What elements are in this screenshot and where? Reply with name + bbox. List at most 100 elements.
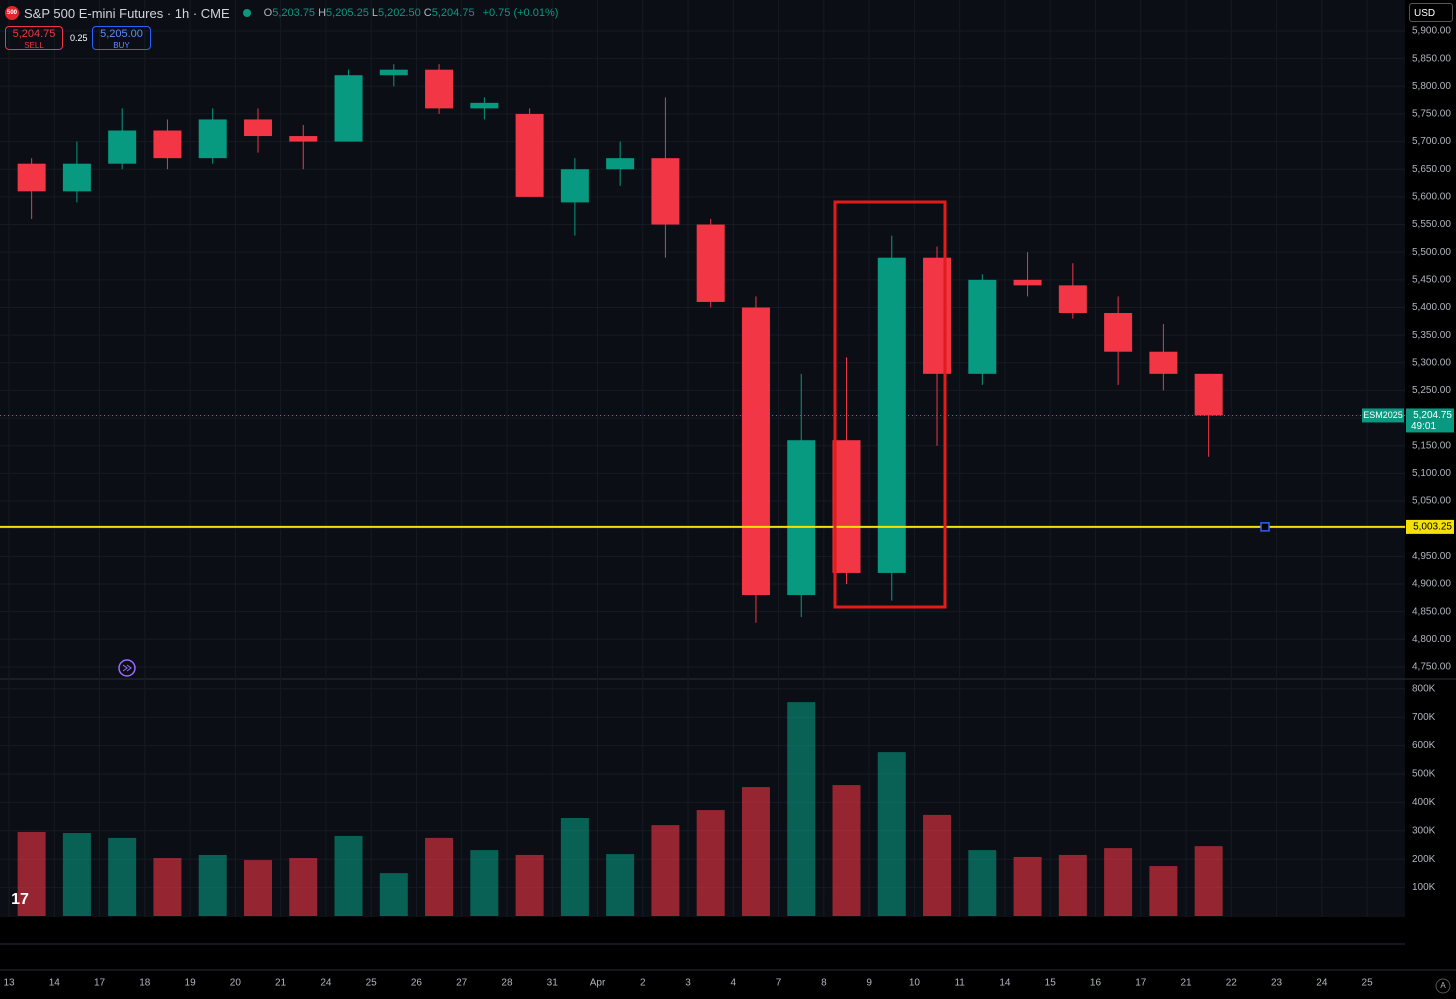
symbol-label: ESM2025: [1363, 410, 1403, 420]
price-scale-background: [1405, 0, 1456, 999]
x-tick-label: 15: [1045, 978, 1057, 989]
market-status: [242, 9, 251, 17]
buy-button[interactable]: 5,205.00 BUY: [92, 26, 151, 50]
x-tick-label: 28: [501, 978, 513, 989]
ohlc-value: 5,202.50: [377, 7, 421, 19]
x-tick-label: 14: [49, 978, 61, 989]
volume-bar: [787, 702, 816, 916]
candle-body: [606, 158, 635, 170]
volume-bar: [198, 854, 227, 916]
sell-button[interactable]: 5,204.75 SELL: [5, 26, 63, 50]
y-tick-label: 4,850.00: [1412, 606, 1451, 617]
volume-bar: [696, 810, 725, 916]
volume-tick-label: 300K: [1412, 825, 1436, 836]
candle-body: [1013, 279, 1042, 286]
auto-scale-button[interactable]: [1435, 978, 1451, 994]
volume-bar: [560, 818, 589, 916]
candle-body: [515, 113, 544, 197]
volume-bar: [243, 860, 272, 916]
x-tick-label: 24: [1316, 978, 1328, 989]
volume-bar: [968, 850, 997, 916]
volume-bar: [515, 854, 544, 916]
x-tick-label: 8: [821, 978, 827, 989]
y-tick-label: 5,250.00: [1412, 385, 1451, 396]
y-tick-label: 5,800.00: [1412, 81, 1451, 92]
candle-body: [1104, 313, 1133, 352]
ohlc-values: O5,203.75 H5,205.25 L5,202.50 C5,204.75: [264, 7, 478, 19]
ohlc-key: L: [371, 7, 378, 19]
symbol-badge: 500: [5, 6, 19, 20]
volume-bar: [108, 837, 137, 916]
volume-tick-label: 200K: [1412, 854, 1436, 865]
auto-scale-label: A: [1440, 981, 1446, 990]
x-tick-label: 21: [1180, 978, 1192, 989]
x-tick-label: 26: [411, 978, 423, 989]
volume-bar: [877, 752, 906, 916]
candle-body: [696, 224, 725, 302]
volume-bar: [832, 785, 861, 916]
sell-price: 5,204.75: [12, 28, 56, 40]
volume-tick-label: 600K: [1412, 740, 1436, 751]
x-tick-label: 13: [3, 978, 15, 989]
buy-price: 5,205.00: [100, 28, 143, 40]
highlight-box: [833, 200, 947, 609]
y-tick-label: 5,050.00: [1412, 496, 1451, 507]
candle-body: [243, 119, 272, 137]
candle-body: [198, 119, 227, 159]
scroll-button[interactable]: [118, 659, 136, 677]
countdown: 49:01: [1411, 421, 1436, 432]
x-tick-label: 4: [731, 978, 737, 989]
volume-bar: [62, 833, 91, 916]
y-tick-label: 5,550.00: [1412, 219, 1451, 230]
symbol-title[interactable]: S&P 500 E-mini Futures · 1h · CME: [24, 5, 230, 21]
x-tick-label: 16: [1090, 978, 1102, 989]
candle-body: [334, 75, 363, 142]
candle-body: [470, 102, 499, 109]
candle-body: [1194, 373, 1223, 416]
x-tick-label: 24: [320, 978, 332, 989]
candle-body: [379, 69, 408, 76]
volume-bar: [289, 858, 318, 916]
y-tick-label: 5,700.00: [1412, 136, 1451, 147]
y-tick-label: 5,850.00: [1412, 53, 1451, 64]
ohlc-value: 5,203.75: [272, 7, 316, 19]
buy-label: BUY: [113, 41, 130, 50]
ohlc-key: O: [263, 7, 273, 19]
candle-body: [289, 136, 318, 142]
x-tick-label: 9: [866, 978, 872, 989]
volume-bar: [651, 825, 680, 916]
candle-body: [560, 169, 589, 203]
y-tick-label: 4,950.00: [1412, 551, 1451, 562]
spread: 0.25: [70, 33, 88, 43]
ohlc-key: C: [423, 7, 432, 19]
scroll-icon: [122, 664, 132, 672]
currency-select[interactable]: USD: [1409, 3, 1453, 22]
x-tick-label: 27: [456, 978, 468, 989]
y-tick-label: 4,750.00: [1412, 662, 1451, 673]
y-tick-label: 5,500.00: [1412, 247, 1451, 258]
last-price-label: 5,204.75: [1413, 410, 1452, 421]
candle-body: [923, 257, 952, 374]
x-tick-label: 17: [1135, 978, 1147, 989]
time-scale-background: [0, 917, 1405, 999]
volume-tick-label: 700K: [1412, 712, 1436, 723]
y-tick-label: 5,900.00: [1412, 26, 1451, 37]
volume-bar: [606, 854, 635, 916]
x-tick-label: 18: [139, 978, 151, 989]
ohlc-value: 5,205.25: [326, 7, 369, 19]
x-tick-label: 19: [185, 978, 197, 989]
candle-body: [741, 307, 770, 596]
x-tick-label: 3: [685, 978, 691, 989]
y-tick-label: 5,400.00: [1412, 302, 1451, 313]
ohlc-key: H: [318, 7, 327, 19]
sell-label: SELL: [24, 41, 44, 50]
candle-body: [877, 257, 906, 573]
y-tick-label: 5,450.00: [1412, 274, 1451, 285]
y-tick-label: 5,100.00: [1412, 468, 1451, 479]
candle-body: [832, 440, 861, 573]
x-tick-label: 25: [366, 978, 378, 989]
volume-tick-label: 100K: [1412, 882, 1436, 893]
volume-tick-label: 500K: [1412, 769, 1436, 780]
